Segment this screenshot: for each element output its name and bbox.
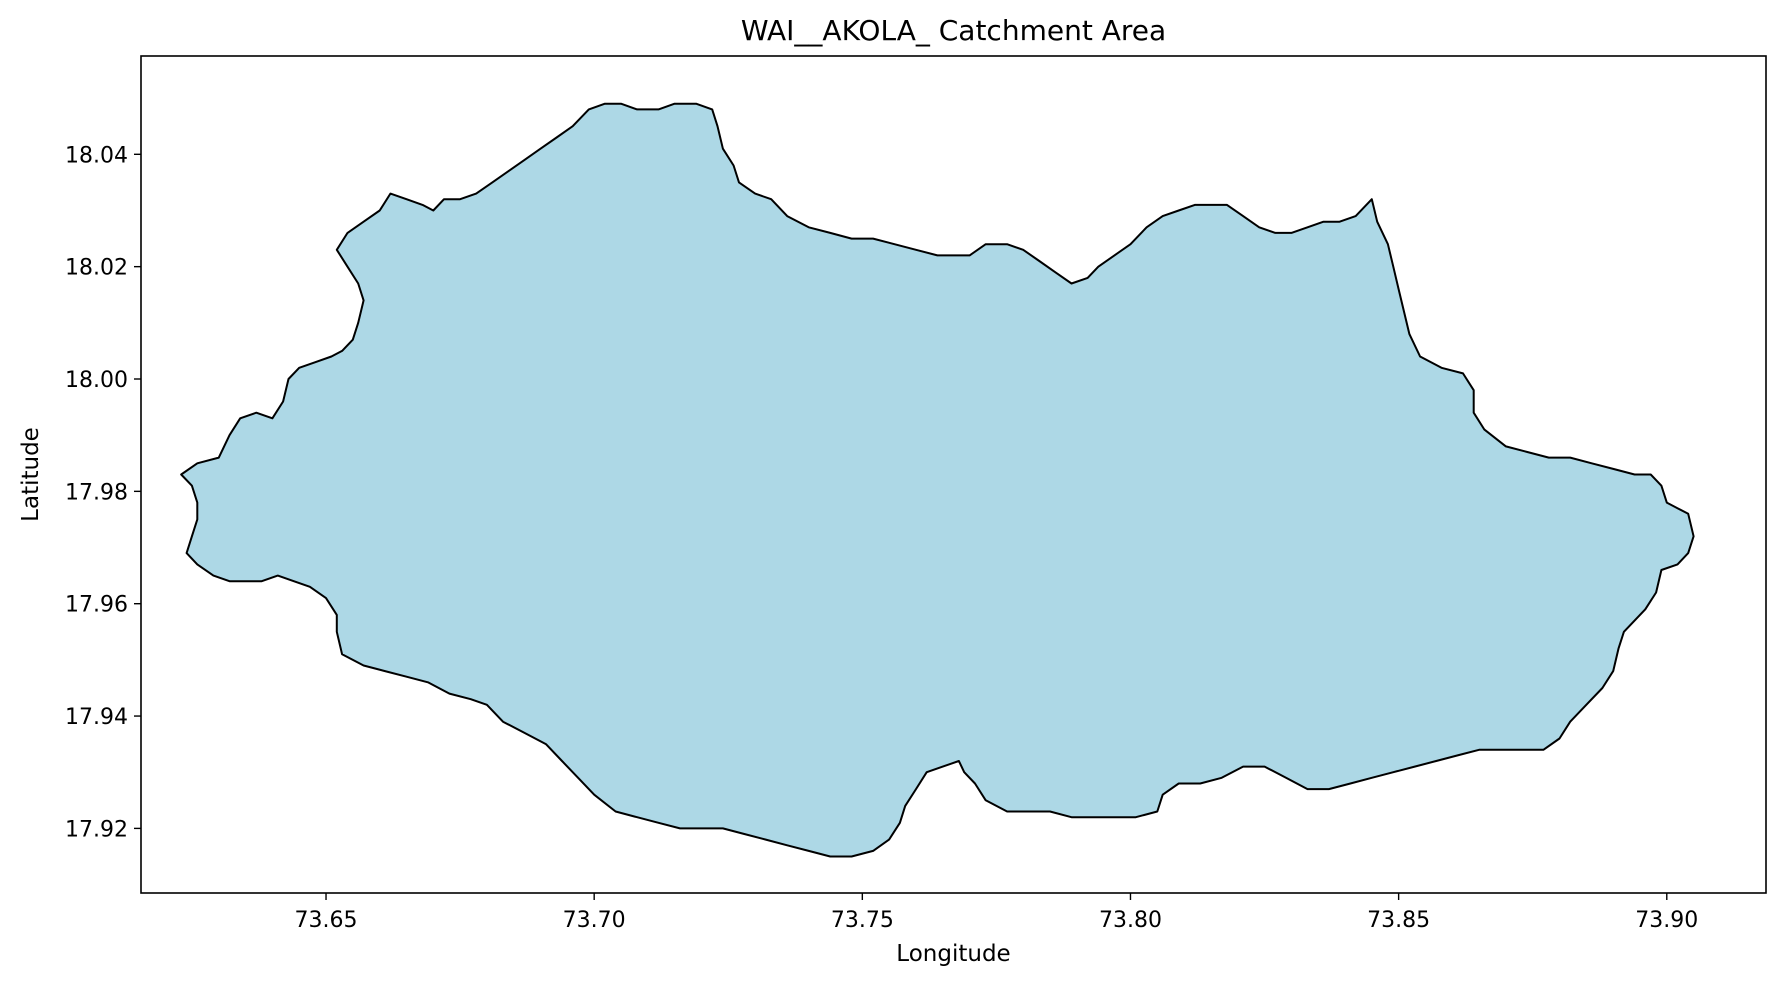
x-tick-label: 73.80 (1099, 908, 1162, 933)
y-axis-label: Latitude (18, 427, 44, 522)
x-axis-ticks: 73.65 73.70 73.75 73.80 73.85 73.90 (295, 893, 1698, 933)
x-tick-label: 73.85 (1367, 908, 1430, 933)
y-tick-label: 17.98 (65, 480, 128, 505)
x-tick-label: 73.75 (831, 908, 894, 933)
axes-frame (140, 55, 1767, 894)
y-tick-label: 18.00 (65, 368, 128, 393)
y-axis-ticks: 17.92 17.94 17.96 17.98 18.00 18.02 18.04 (65, 143, 141, 842)
x-tick-label: 73.65 (295, 908, 358, 933)
x-axis-label: Longitude (896, 941, 1010, 967)
y-tick-label: 18.02 (65, 256, 128, 281)
y-tick-label: 17.92 (65, 817, 128, 842)
y-tick-label: 18.04 (65, 143, 128, 168)
x-tick-label: 73.90 (1635, 908, 1698, 933)
catchment-boundary-polygon (180, 102, 1695, 858)
chart-title: WAI__AKOLA_ Catchment Area (741, 14, 1166, 47)
y-tick-label: 17.96 (65, 593, 128, 618)
y-tick-label: 17.94 (65, 705, 128, 730)
plot-area (180, 102, 1695, 858)
x-tick-label: 73.70 (563, 908, 626, 933)
